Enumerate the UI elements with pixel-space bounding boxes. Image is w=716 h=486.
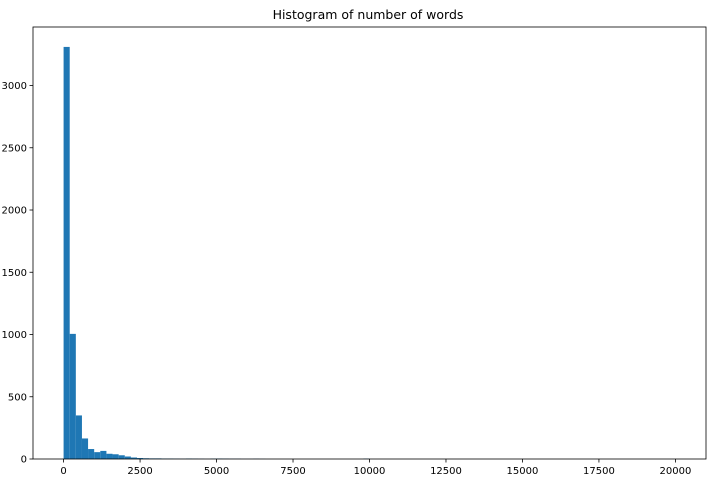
histogram-bar xyxy=(119,455,125,459)
histogram-bar xyxy=(76,415,82,459)
bars-layer xyxy=(64,47,370,459)
x-tick-label: 17500 xyxy=(583,466,615,477)
x-tick-label: 10000 xyxy=(354,466,386,477)
histogram-bar xyxy=(100,451,106,459)
y-tick-label: 2500 xyxy=(2,143,27,154)
histogram-bar xyxy=(82,438,88,459)
y-tick-label: 0 xyxy=(21,455,27,466)
y-tick-label: 1500 xyxy=(2,268,27,279)
x-tick-label: 2500 xyxy=(127,466,152,477)
histogram-bar xyxy=(94,452,100,459)
x-tick-label: 5000 xyxy=(204,466,229,477)
y-tick-label: 1000 xyxy=(2,330,27,341)
x-tick-label: 7500 xyxy=(280,466,305,477)
x-tick-label: 0 xyxy=(60,466,66,477)
histogram-bar xyxy=(64,47,70,459)
histogram-bar xyxy=(70,334,76,459)
x-tick-label: 20000 xyxy=(660,466,692,477)
y-tick-label: 2000 xyxy=(2,206,27,217)
x-tick-label: 12500 xyxy=(430,466,462,477)
histogram-bar xyxy=(88,449,94,459)
chart-title: Histogram of number of words xyxy=(273,7,464,22)
histogram-bar xyxy=(106,454,112,459)
x-tick-label: 15000 xyxy=(507,466,539,477)
y-tick-label: 3000 xyxy=(2,81,27,92)
y-tick-label: 500 xyxy=(8,392,27,403)
histogram-bar xyxy=(113,454,119,459)
plot-frame xyxy=(33,27,706,459)
axes-layer: 0 2500 5000 7500 10000 12500 15000 17500 20000 0 5… xyxy=(2,27,706,477)
